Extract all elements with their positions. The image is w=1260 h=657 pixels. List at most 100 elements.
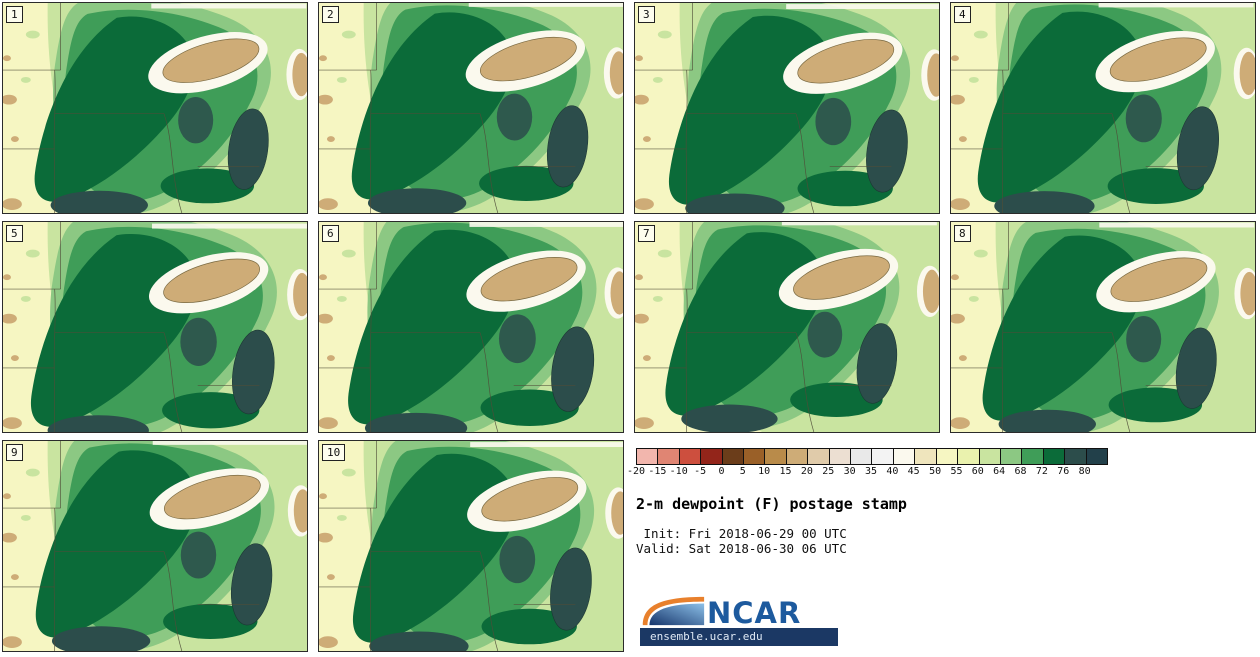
colorbar-tick-label: 40	[886, 466, 899, 477]
state-borders	[319, 441, 576, 651]
colorbar-segment	[851, 449, 873, 464]
colorbar-tick-label: 64	[993, 466, 1006, 477]
ensemble-panel: 4	[950, 2, 1256, 214]
colorbar-tick-label: 20	[800, 466, 813, 477]
lake-superior-region	[148, 3, 307, 101]
colorbar-segment	[765, 449, 787, 464]
colorbar-segment	[1000, 449, 1023, 464]
colorbar-segment	[1065, 449, 1087, 464]
panel-number: 2	[322, 6, 339, 23]
panel-number: 6	[322, 225, 339, 242]
colorbar-tick-label: 10	[758, 466, 771, 477]
lake-superior-region	[1095, 3, 1255, 100]
state-borders	[635, 222, 892, 432]
dewpoint-map	[635, 3, 939, 213]
ensemble-panel: 9	[2, 440, 308, 652]
panel-number: 9	[6, 444, 23, 461]
colorbar-segment	[1086, 449, 1107, 464]
lake-superior-region	[1096, 222, 1255, 320]
dewpoint-map	[951, 3, 1255, 213]
colorbar-segment	[1022, 449, 1044, 464]
colorbar-tick-label: 68	[1014, 466, 1027, 477]
ensemble-panel: 7	[634, 221, 940, 433]
colorbar-segment	[872, 449, 894, 464]
colorbar-segment	[808, 449, 830, 464]
colorbar	[636, 448, 1108, 465]
colorbar-segment	[829, 449, 852, 464]
colorbar-tick-label: 60	[971, 466, 984, 477]
colorbar-tick-label: 55	[950, 466, 963, 477]
dewpoint-map	[3, 3, 307, 213]
site-url: ensemble.ucar.edu	[640, 628, 838, 646]
colorbar-tick-label: 45	[907, 466, 920, 477]
colorbar-segment	[637, 449, 659, 464]
lake-superior-region	[467, 442, 623, 539]
colorbar-tick-label: 15	[779, 466, 792, 477]
colorbar-segment	[915, 449, 937, 464]
dewpoint-map	[3, 441, 307, 651]
panel-number: 7	[638, 225, 655, 242]
colorbar-tick-label: -10	[669, 466, 688, 477]
colorbar-tick-label: 35	[864, 466, 878, 477]
colorbar-segment	[958, 449, 980, 464]
colorbar-tick-label: -15	[648, 466, 667, 477]
legend-title: 2-m dewpoint (F) postage stamp	[636, 495, 907, 513]
ensemble-panel: 3	[634, 2, 940, 214]
colorbar-segment	[1043, 449, 1066, 464]
colorbar-segment	[658, 449, 680, 464]
lake-superior-region	[466, 222, 623, 319]
ensemble-panel: 10	[318, 440, 624, 652]
lake-superior-region	[149, 441, 307, 537]
colorbar-segment	[936, 449, 959, 464]
dewpoint-map	[3, 222, 307, 432]
dewpoint-map	[635, 222, 939, 432]
state-borders	[951, 3, 1208, 213]
ensemble-panel: 6	[318, 221, 624, 433]
colorbar-tick-label: 25	[822, 466, 835, 477]
state-borders	[635, 3, 892, 213]
lake-superior-region	[148, 223, 307, 321]
legend-block: -20 -15 -10 -5 0 5 10 15 20 25 30 35 40 45 50 55 60 64 68 7…	[627, 440, 1256, 652]
lake-superior-region	[465, 3, 623, 99]
ensemble-panel: 5	[2, 221, 308, 433]
state-borders	[319, 3, 576, 213]
state-borders	[319, 222, 576, 432]
init-time: Init: Fri 2018-06-29 00 UTC	[636, 526, 847, 541]
ncar-swoosh-icon	[642, 596, 705, 626]
colorbar-segment	[701, 449, 723, 464]
ensemble-panel: 8	[950, 221, 1256, 433]
dewpoint-map	[319, 3, 623, 213]
panel-number: 5	[6, 225, 23, 242]
state-borders	[3, 441, 260, 651]
colorbar-tick-label: 5	[739, 466, 746, 477]
colorbar-segment	[893, 449, 916, 464]
colorbar-segment	[786, 449, 809, 464]
lake-superior-region	[783, 4, 939, 101]
ncar-logo: NCAR	[636, 594, 1256, 628]
panel-number: 4	[954, 6, 971, 23]
dewpoint-map	[319, 441, 623, 651]
colorbar-tick-label: 72	[1035, 466, 1048, 477]
state-borders	[3, 3, 260, 213]
colorbar-segment	[744, 449, 766, 464]
state-borders	[3, 222, 260, 432]
colorbar-tick-label: 0	[718, 466, 725, 477]
colorbar-tick-label: -20	[626, 466, 646, 477]
panel-number: 3	[638, 6, 655, 23]
lake-superior-region	[778, 222, 939, 317]
colorbar-segment	[979, 449, 1001, 464]
colorbar-segment	[679, 449, 702, 464]
ensemble-panel: 2	[318, 2, 624, 214]
dewpoint-map	[951, 222, 1255, 432]
ncar-logo-text: NCAR	[707, 596, 802, 630]
panel-number: 1	[6, 6, 23, 23]
panel-number: 10	[322, 444, 346, 461]
state-borders	[951, 222, 1208, 432]
colorbar-segment	[722, 449, 745, 464]
ensemble-panel: 1	[2, 2, 308, 214]
colorbar-ticks: -20 -15 -10 -5 0 5 10 15 20 25 30 35 40 45 50 55 60 64 68 7…	[627, 466, 1108, 479]
colorbar-tick-label: 76	[1057, 466, 1070, 477]
panel-number: 8	[954, 225, 971, 242]
colorbar-tick-label: 80	[1078, 466, 1091, 477]
